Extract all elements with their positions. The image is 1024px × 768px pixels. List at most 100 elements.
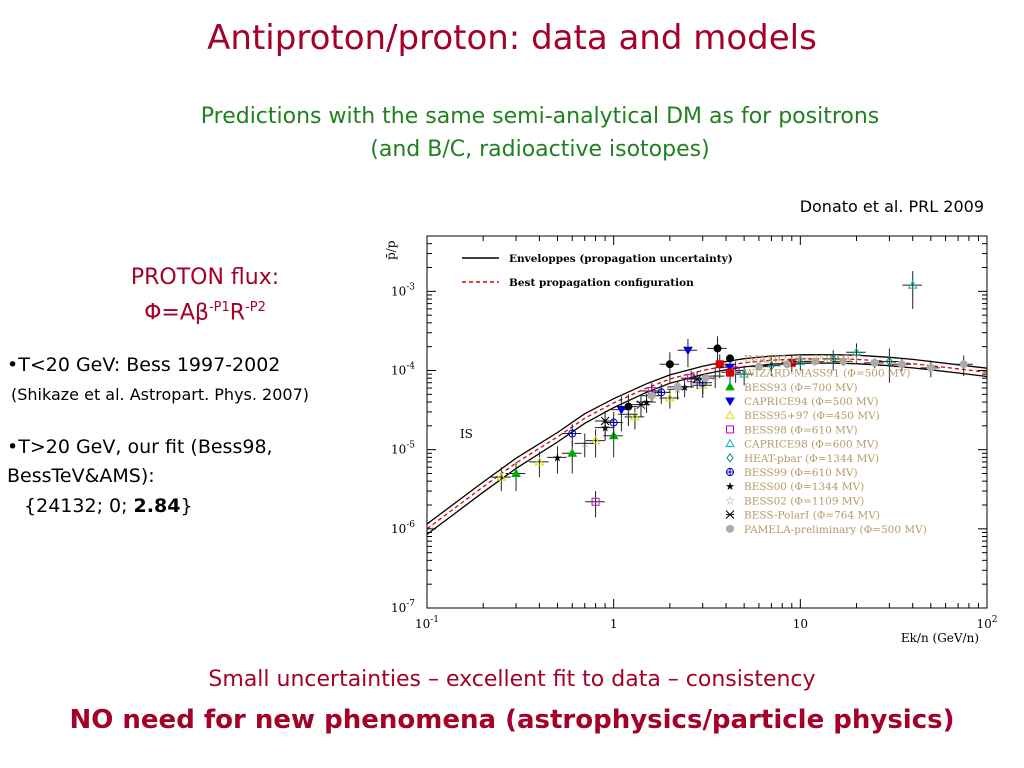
data-point [811,357,820,366]
bullet-2-text: T>20 GeV, our fit (Bess98, BessTeV&AMS): [7,436,273,487]
data-point [630,411,640,421]
envelope-upper-line [426,354,988,525]
data-point: ☆ [624,408,634,421]
pbar-p-ratio-chart: ★★★★☆☆☆☆ 10-111010210-710-610-510-410-3E… [385,235,998,645]
bullet-1-reference: (Shikaze et al. Astropart. Phys. 2007) [11,385,310,404]
x-tick-label: 10 [793,617,808,631]
series-legend-label: CAPRICE98 (Φ=600 MV) [744,439,878,451]
footer-line-2: NO need for new phenomena (astrophysics/… [69,705,955,735]
y-axis-label: p̄/p [385,240,398,260]
formula-exp-p2: -P2 [245,300,266,315]
proton-flux-formula: Φ=Aβ-P1R-P2 [95,293,315,328]
data-point-cross [726,468,735,477]
data-point [829,354,837,364]
line-legend-label: Enveloppes (propagation uncertainty) [509,253,733,265]
data-point-cross [568,429,577,438]
data-point-cross [657,388,666,397]
data-point [665,360,674,369]
series-legend-label: BESS-PolarI (Φ=764 MV) [744,510,880,522]
series-legend-label: CAPRICE94 (Φ=500 MV) [744,396,878,408]
data-point [870,358,879,367]
slide-title: Antiproton/proton: data and models [207,18,817,58]
bullet-1-text: T<20 GeV: Bess 1997-2002 [18,354,281,376]
data-point [897,360,906,369]
subtitle-line-1: Predictions with the same semi-analytica… [200,104,880,129]
formula-r: R [229,300,246,326]
data-point: ★ [725,480,735,493]
data-point [567,448,578,457]
data-point [726,524,735,533]
data-point [591,497,600,506]
data-point: ★ [553,451,563,464]
x-tick-label: 10-1 [415,615,439,631]
subtitle-line-2: (and B/C, radioactive isotopes) [370,137,710,162]
data-point [726,354,735,363]
data-point: ☆ [710,370,720,383]
data-point [496,472,507,481]
data-point [726,452,734,463]
citation: Donato et al. PRL 2009 [799,197,984,216]
series-legend-label: BESS95+97 (Φ=450 MV) [744,410,880,422]
formula-exp-p1: -P1 [208,300,230,315]
data-point [664,392,675,402]
data-point [839,357,848,366]
data-point [767,360,776,371]
bullet-1: •T<20 GeV: Bess 1997-2002 [7,354,281,376]
data-point [647,391,656,400]
series-legend-label: PAMELA-preliminary (Φ=500 MV) [744,524,927,536]
fit-values: {24132; 0; 2.84} [18,495,193,517]
data-point [616,406,627,415]
bullet-2: •T>20 GeV, our fit (Bess98, BessTeV&AMS)… [7,436,273,487]
data-point [636,400,646,410]
series-legend-label: BESS99 (Φ=610 MV) [744,467,858,479]
series-legend-label: BESS93 (Φ=700 MV) [744,382,858,394]
data-point [692,374,702,384]
y-tick-label: 10-3 [391,282,415,298]
proton-flux-label: PROTON flux: [130,265,280,290]
data-point: ★ [642,396,652,409]
data-point [713,344,722,353]
x-tick-label: 1 [610,617,618,631]
data-point [926,363,935,372]
data-point [534,456,545,466]
fit-values-index: 2.84 [133,495,181,517]
data-point [511,468,521,477]
series-legend-label: IMAX92 (Φ=750 MV) [744,353,858,365]
data-point [715,360,724,369]
y-tick-label: 10-6 [391,520,415,536]
data-point [959,360,968,369]
data-point [701,374,710,383]
y-tick-label: 10-7 [391,599,415,615]
x-axis-label: Ek/n (GeV/n) [901,631,979,645]
data-point [795,356,806,365]
data-point [687,374,696,383]
data-point [683,346,693,356]
proton-flux-heading: PROTON flux: Φ=Aβ-P1R-P2 [95,263,315,328]
fit-values-suffix: } [180,495,193,517]
fit-values-prefix: {24132; 0; [18,495,134,517]
slide-subtitle: Predictions with the same semi-analytica… [40,100,1024,166]
series-legend-label: BESS00 (Φ=1344 MV) [744,481,864,493]
y-tick-label: 10-4 [391,362,415,378]
y-tick-label: 10-5 [391,441,415,457]
data-point [725,397,735,407]
series-legend-label: BESS02 (Φ=1109 MV) [744,495,864,507]
footer-line-1: Small uncertainties – excellent fit to d… [208,667,816,692]
data-point [739,369,750,378]
formula-phi: Φ=Aβ [144,300,209,326]
data-point [725,410,735,419]
x-tick-label: 102 [976,615,997,631]
data-point [754,362,763,371]
data-point [726,368,735,377]
data-point [726,425,735,434]
data-point [600,416,610,426]
series-legend-label: WIZARD-MASS91 (Φ=500 MV) [744,368,910,380]
data-point: ☆ [580,437,590,450]
data-point [851,347,862,356]
data-point [907,280,918,289]
plot-frame [426,235,988,609]
data-point [725,510,735,519]
data-point [885,356,894,367]
series-legend-label: HEAT-pbar (Φ=1344 MV) [744,453,879,465]
is-annotation: IS [460,427,473,441]
